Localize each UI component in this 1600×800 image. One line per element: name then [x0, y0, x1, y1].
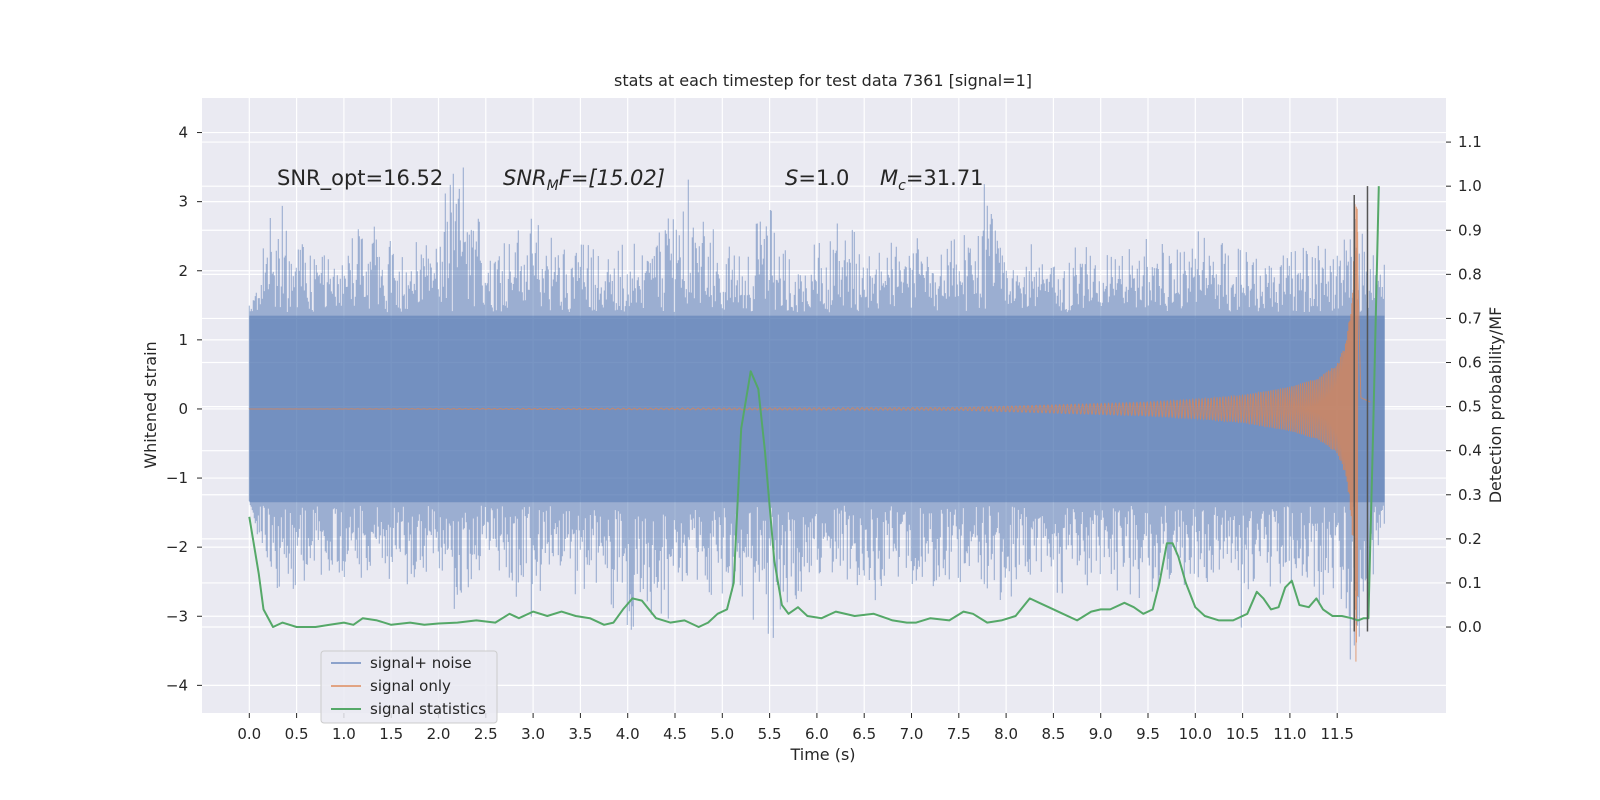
y-left-tick-label: −2	[166, 538, 188, 556]
y-left-tick-label: −1	[166, 469, 188, 487]
annotation-mc-base: M	[880, 166, 898, 190]
y-right-tick-label: 0.9	[1458, 221, 1482, 239]
x-tick-label: 10.5	[1226, 725, 1259, 743]
x-tick-label: 0.0	[237, 725, 261, 743]
annotation-snr-opt: SNR_opt=16.52	[277, 166, 443, 191]
y-left-tick-label: −4	[166, 676, 188, 694]
y-right-tick-label: 1.1	[1458, 133, 1482, 151]
y-left-tick-label: 0	[178, 400, 188, 418]
annotation-mc-rest: =31.71	[906, 166, 984, 190]
chart-title: stats at each timestep for test data 736…	[614, 71, 1032, 90]
signal-only-series	[248, 204, 1371, 662]
x-tick-label: 0.5	[285, 725, 309, 743]
x-tick-label: 11.0	[1273, 725, 1306, 743]
annotation-s-label: S	[785, 166, 798, 190]
x-tick-label: 6.0	[805, 725, 829, 743]
y-right-tick-label: 0.0	[1458, 618, 1482, 636]
annotations: SNR_opt=16.52 SNRMF=[15.02] S=1.0 Mc=31.…	[277, 166, 984, 194]
annotation-mc: Mc=31.71	[880, 166, 984, 194]
y-left-tick-label: 2	[178, 262, 188, 280]
legend-label-signal-only: signal only	[370, 677, 451, 695]
y-right-tick-label: 0.7	[1458, 309, 1482, 327]
series-layer	[248, 167, 1385, 662]
annotation-s: S=1.0	[785, 166, 849, 190]
x-tick-label: 7.5	[947, 725, 971, 743]
y-right-tick-label: 0.2	[1458, 530, 1482, 548]
annotation-snr-mf-base: SNR	[503, 166, 547, 190]
legend-box	[320, 650, 498, 724]
x-tick-label: 5.5	[758, 725, 782, 743]
x-tick-label: 6.5	[852, 725, 876, 743]
y-left-tick-label: 3	[178, 193, 188, 211]
axis-ticks: 0.0 0.5 1.0 1.5 2.0 2.5 3.0 3.5 4.0 4.5 5.0 5.5 6.0 6…	[166, 124, 1482, 743]
y-right-tick-label: 0.6	[1458, 354, 1482, 372]
y-left-tick-label: 1	[178, 331, 188, 349]
x-tick-label: 10.0	[1179, 725, 1212, 743]
x-tick-label: 8.0	[994, 725, 1018, 743]
x-tick-label: 9.0	[1089, 725, 1113, 743]
x-tick-label: 4.5	[663, 725, 687, 743]
annotation-mc-sub: c	[898, 178, 906, 194]
x-tick-label: 8.5	[1041, 725, 1065, 743]
legend-label-signal-noise: signal+ noise	[370, 654, 472, 672]
signal-noise-series	[248, 167, 1385, 660]
annotation-snr-mf-sub: M	[547, 178, 559, 194]
x-axis-label: Time (s)	[789, 745, 855, 764]
legend: signal+ noise signal only signal statist…	[320, 650, 498, 724]
y-left-tick-label: 4	[178, 124, 188, 142]
x-tick-label: 4.0	[616, 725, 640, 743]
y-right-tick-label: 0.3	[1458, 486, 1482, 504]
x-tick-label: 1.5	[379, 725, 403, 743]
x-tick-label: 9.5	[1136, 725, 1160, 743]
x-tick-label: 7.0	[900, 725, 924, 743]
y-right-tick-label: 0.1	[1458, 574, 1482, 592]
annotation-snr-mf-rest: F=[15.02]	[559, 166, 665, 190]
y-right-tick-label: 0.4	[1458, 442, 1482, 460]
y-right-tick-label: 1.0	[1458, 177, 1482, 195]
y-left-tick-label: −3	[166, 607, 188, 625]
annotation-snr-mf: SNRMF=[15.02]	[503, 166, 665, 194]
x-tick-label: 1.0	[332, 725, 356, 743]
legend-label-signal-statistics: signal statistics	[370, 700, 486, 718]
x-tick-label: 3.5	[568, 725, 592, 743]
y-right-tick-label: 0.8	[1458, 265, 1482, 283]
x-tick-label: 5.0	[710, 725, 734, 743]
y-axis-label-right: Detection probability/MF	[1486, 307, 1505, 504]
x-tick-label: 3.0	[521, 725, 545, 743]
signal-statistics-series	[248, 186, 1380, 628]
x-tick-label: 2.0	[427, 725, 451, 743]
y-right-tick-label: 0.5	[1458, 398, 1482, 416]
annotation-s-rest: =1.0	[798, 166, 849, 190]
y-axis-label-left: Whitened strain	[141, 341, 160, 468]
x-tick-label: 11.5	[1321, 725, 1354, 743]
x-tick-label: 2.5	[474, 725, 498, 743]
